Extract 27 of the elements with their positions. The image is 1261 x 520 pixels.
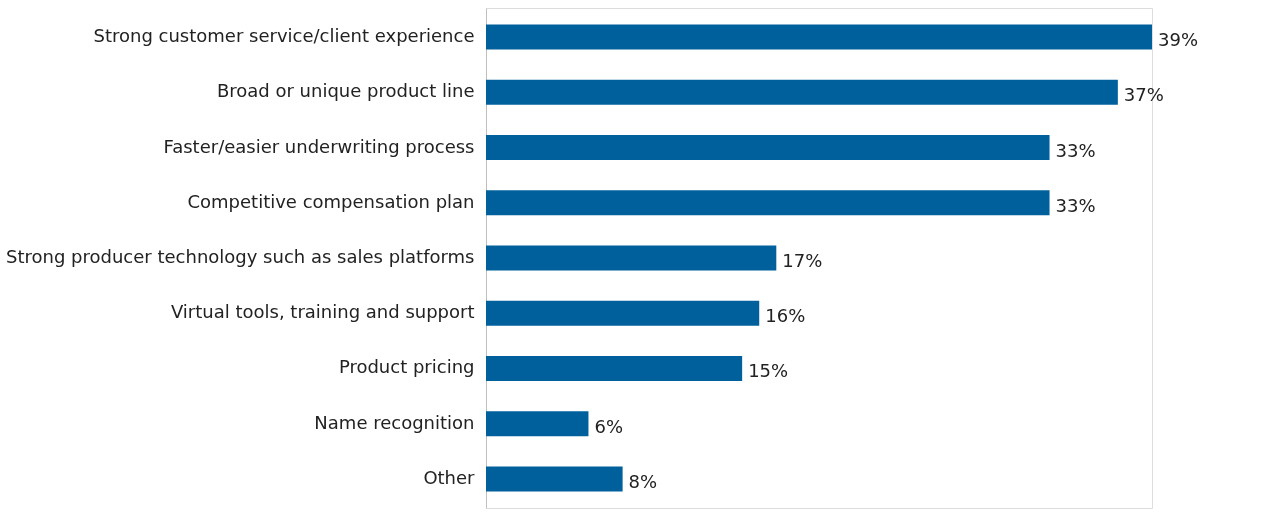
y-tick-label: Faster/easier underwriting process (163, 135, 475, 157)
bar (486, 135, 1050, 160)
y-tick-label: Product pricing (338, 356, 475, 378)
data-label: 33% (1055, 139, 1096, 161)
data-label: 17% (782, 250, 823, 271)
bar (486, 411, 589, 437)
y-tick-label: Other (423, 466, 476, 488)
y-tick-label: Virtual tools, training and support (170, 301, 475, 323)
bar (486, 300, 760, 326)
data-label: 16% (765, 305, 806, 327)
bar (486, 245, 777, 271)
y-tick-label: Name recognition (314, 411, 475, 433)
bar (486, 466, 623, 492)
y-tick-label: Strong producer technology such as sales platforms (6, 246, 475, 267)
data-label: 15% (748, 360, 789, 382)
bar (486, 24, 1152, 50)
y-tick-label: Broad or unique product line (216, 80, 475, 102)
bar (486, 79, 1118, 105)
bar (486, 190, 1050, 216)
data-label: 37% (1123, 84, 1164, 106)
data-label: 6% (594, 415, 624, 437)
y-tick-label: Strong customer service/client experience (93, 25, 475, 47)
data-label: 33% (1055, 194, 1096, 216)
y-tick-label: Competitive compensation plan (187, 190, 475, 212)
bar (486, 356, 743, 381)
data-label: 8% (628, 470, 658, 492)
data-label: 39% (1158, 29, 1199, 51)
